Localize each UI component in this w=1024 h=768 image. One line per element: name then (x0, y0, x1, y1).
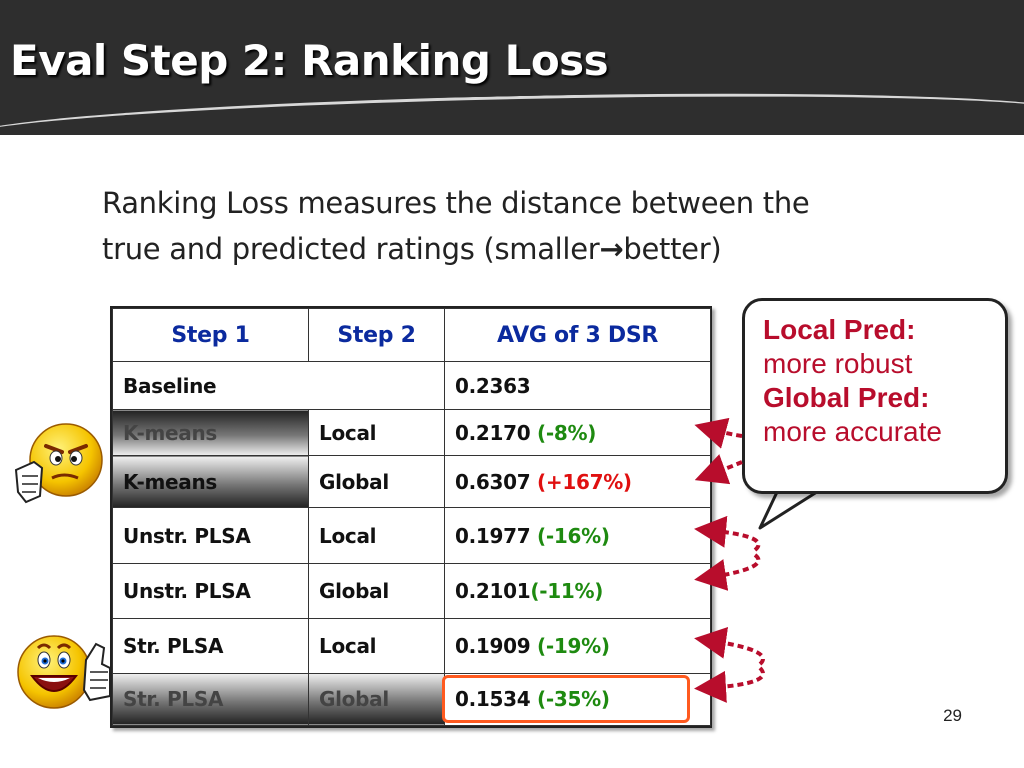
cell-value: 0.1977 (-16%) (444, 507, 711, 564)
cell-step1: Baseline (112, 361, 445, 411)
change-badge: (-8%) (537, 420, 597, 445)
cell-value: 0.2363 (444, 361, 711, 411)
header-step1: Step 1 (112, 307, 309, 363)
value: 0.6307 (455, 469, 538, 494)
callout-bubble: Local Pred: more robust Global Pred: mor… (742, 298, 1008, 494)
table-row: K-means Local 0.2170 (-8%) (112, 409, 711, 457)
table-row-baseline: Baseline 0.2363 (112, 361, 711, 411)
intro-line-2-start: true and predicted ratings (smaller (102, 232, 600, 266)
cell-step2: Local (308, 409, 445, 457)
header-avg: AVG of 3 DSR (444, 307, 711, 363)
angry-thumbs-down-face-icon (14, 423, 103, 504)
change-badge: (-11%) (530, 578, 604, 603)
title-swoosh (0, 84, 1024, 135)
table-row: K-means Global 0.6307 (+167%) (112, 455, 711, 509)
title-bar: Eval Step 2: Ranking Loss (0, 0, 1024, 135)
table-row: Unstr. PLSA Global 0.2101(-11%) (112, 562, 711, 619)
arrow-str-local (694, 626, 765, 666)
cell-step2: Local (308, 617, 445, 674)
right-arrow-icon: → (599, 232, 624, 266)
callout-local-text: more robust (763, 348, 913, 379)
callout-global-title: Global Pred: (763, 382, 930, 413)
cell-step1: Str. PLSA (112, 617, 309, 674)
cell-value: 0.1909 (-19%) (444, 617, 711, 674)
cell-step2: Global (308, 672, 445, 727)
cell-value: 0.1534 (-35%) (444, 672, 711, 727)
arrow-str-global (694, 666, 765, 703)
cell-step2: Global (308, 562, 445, 619)
value: 0.1534 (455, 687, 538, 712)
results-table: Step 1 Step 2 AVG of 3 DSR Baseline 0.23… (110, 306, 712, 728)
callout-local-title: Local Pred: (763, 314, 916, 345)
cell-value: 0.2170 (-8%) (444, 409, 711, 457)
cell-value: 0.2101(-11%) (444, 562, 711, 619)
arrow-unstr-global (694, 553, 761, 591)
header-step2: Step 2 (308, 307, 445, 363)
intro-text: Ranking Loss measures the distance betwe… (102, 180, 922, 272)
value: 0.1909 (455, 633, 538, 658)
value: 0.2170 (455, 420, 538, 445)
cell-step2: Global (308, 455, 445, 509)
table-row: Str. PLSA Global 0.1534 (-35%) (112, 672, 711, 727)
callout-global-text: more accurate (763, 416, 942, 447)
value: 0.1977 (455, 523, 538, 548)
change-badge: (+167%) (537, 469, 632, 494)
cell-step1: K-means (112, 409, 309, 457)
cell-step2: Local (308, 507, 445, 564)
cell-step1: Unstr. PLSA (112, 562, 309, 619)
change-badge: (-19%) (537, 633, 610, 658)
cell-step1: K-means (112, 455, 309, 509)
value: 0.2363 (455, 373, 531, 398)
happy-thumbs-up-face-icon (17, 635, 111, 709)
change-badge: (-35%) (537, 687, 610, 712)
cell-step1: Str. PLSA (112, 672, 309, 727)
table-row: Unstr. PLSA Local 0.1977 (-16%) (112, 507, 711, 564)
cell-value: 0.6307 (+167%) (444, 455, 711, 509)
change-badge: (-16%) (537, 523, 610, 548)
table-row: Str. PLSA Local 0.1909 (-19%) (112, 617, 711, 674)
intro-line-1: Ranking Loss measures the distance betwe… (102, 186, 810, 220)
slide-title: Eval Step 2: Ranking Loss (10, 36, 609, 85)
best-result-highlight (442, 675, 690, 723)
cell-step1: Unstr. PLSA (112, 507, 309, 564)
value: 0.2101 (455, 578, 531, 603)
table-header-row: Step 1 Step 2 AVG of 3 DSR (112, 307, 711, 363)
page-number: 29 (943, 706, 962, 725)
arrow-unstr-local (694, 515, 761, 552)
intro-line-2: true and predicted ratings (smaller→bett… (102, 226, 922, 272)
intro-line-2-end: better) (623, 232, 722, 266)
